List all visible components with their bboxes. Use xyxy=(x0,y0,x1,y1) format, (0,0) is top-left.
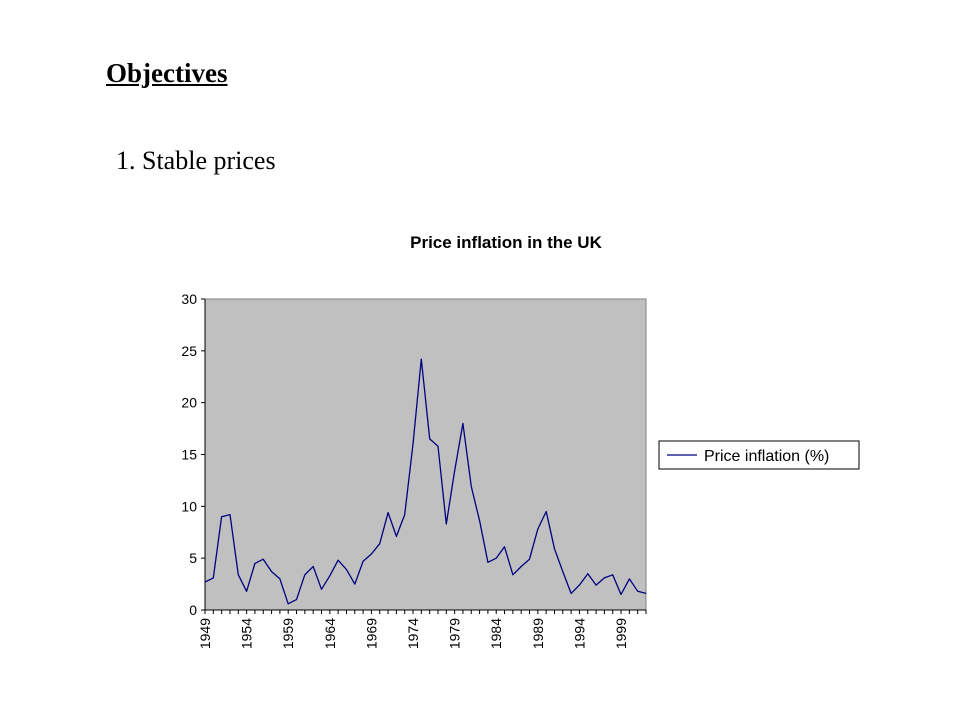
y-tick-label: 25 xyxy=(181,343,197,359)
x-tick-label: 1979 xyxy=(447,618,463,649)
plot-area xyxy=(204,298,647,611)
x-tick-label: 1959 xyxy=(280,618,296,649)
y-tick-label: 20 xyxy=(181,395,197,411)
x-tick-label: 1954 xyxy=(239,618,255,649)
chart-title: Price inflation in the UK xyxy=(410,233,602,252)
y-tick-label: 30 xyxy=(181,291,197,307)
x-tick-label: 1989 xyxy=(530,618,546,649)
y-tick-label: 0 xyxy=(189,602,197,618)
legend-label: Price inflation (%) xyxy=(704,448,829,465)
x-tick-label: 1974 xyxy=(405,618,421,649)
x-tick-label: 1969 xyxy=(363,618,379,649)
x-tick-label: 1999 xyxy=(613,618,629,649)
x-tick-label: 1964 xyxy=(322,618,338,649)
y-tick-label: 5 xyxy=(189,550,197,566)
x-tick-label: 1994 xyxy=(571,618,587,649)
y-tick-label: 15 xyxy=(181,447,197,463)
y-axis-ticks: 0 5 10 15 20 25 30 xyxy=(181,291,205,618)
x-tick-label: 1984 xyxy=(488,618,504,649)
x-axis-ticks: 1949 1954 1959 1964 1969 1974 1979 1984 1989 1994… xyxy=(197,610,647,649)
slide-subheading: 1. Stable prices xyxy=(116,146,276,175)
slide-heading: Objectives xyxy=(106,58,228,88)
legend: Price inflation (%) xyxy=(658,440,860,470)
x-tick-label: 1949 xyxy=(197,618,213,649)
series-line-price-inflation xyxy=(204,358,647,605)
y-tick-label: 10 xyxy=(181,498,197,514)
